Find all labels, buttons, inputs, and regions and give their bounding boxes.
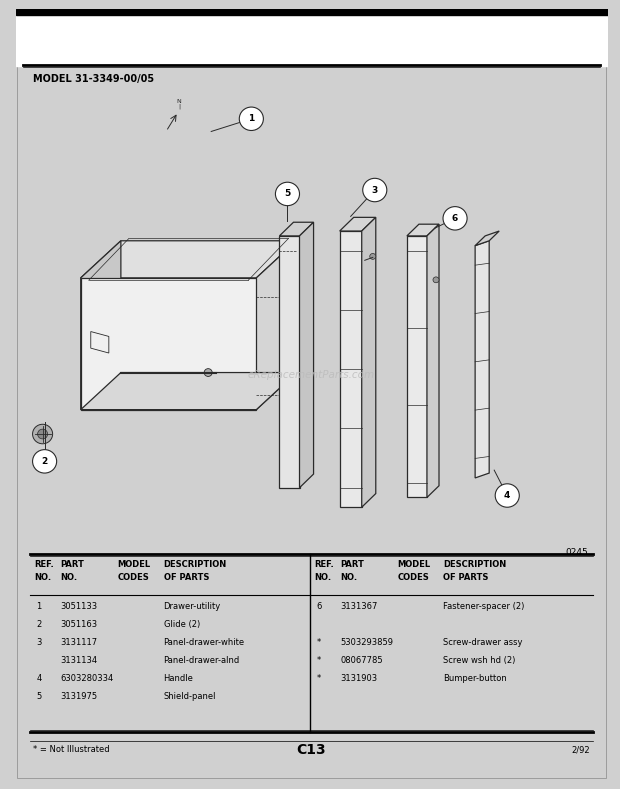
Polygon shape	[475, 231, 499, 245]
Text: CODES: CODES	[397, 573, 429, 581]
Text: NO.: NO.	[35, 573, 51, 581]
Polygon shape	[280, 222, 314, 236]
Text: *: *	[316, 638, 321, 647]
Text: 3131367: 3131367	[340, 602, 378, 611]
Text: 2: 2	[42, 457, 48, 466]
Text: REF.: REF.	[35, 560, 55, 569]
Text: Drawer-utility: Drawer-utility	[164, 602, 221, 611]
Bar	[16, 9, 608, 15]
Text: 3131134: 3131134	[60, 656, 97, 665]
Polygon shape	[81, 241, 121, 409]
Polygon shape	[407, 236, 427, 498]
Circle shape	[495, 484, 520, 507]
Text: Panel-drawer-white: Panel-drawer-white	[164, 638, 245, 647]
Text: PART: PART	[60, 560, 84, 569]
Circle shape	[33, 450, 56, 473]
Circle shape	[38, 429, 48, 439]
Polygon shape	[256, 241, 296, 409]
Text: CODES: CODES	[118, 573, 149, 581]
Text: 3131903: 3131903	[340, 674, 378, 683]
Text: PART: PART	[340, 560, 364, 569]
Text: DESCRIPTION: DESCRIPTION	[443, 560, 507, 569]
Text: *: *	[316, 656, 321, 665]
Text: RANGE - ELECTRIC: RANGE - ELECTRIC	[33, 45, 140, 54]
Text: 5: 5	[37, 692, 42, 701]
Text: MODEL 31-3349-00/05: MODEL 31-3349-00/05	[33, 74, 154, 84]
Circle shape	[33, 424, 53, 443]
Text: Screw-drawer assy: Screw-drawer assy	[443, 638, 523, 647]
Polygon shape	[280, 236, 299, 488]
Text: 5995219218: 5995219218	[524, 31, 596, 41]
Text: NO.: NO.	[340, 573, 357, 581]
Text: 6: 6	[316, 602, 322, 611]
Circle shape	[204, 368, 212, 376]
Polygon shape	[299, 222, 314, 488]
Text: REF.: REF.	[314, 560, 334, 569]
Polygon shape	[407, 224, 439, 236]
Text: *: *	[316, 674, 321, 683]
Text: N
|: N |	[177, 99, 182, 109]
Text: 08067785: 08067785	[340, 656, 383, 665]
Text: eReplacementParts.com: eReplacementParts.com	[248, 371, 375, 380]
Text: MODEL: MODEL	[397, 560, 431, 569]
Circle shape	[239, 107, 264, 130]
Text: 2/92: 2/92	[572, 746, 590, 754]
Text: 5303293859: 5303293859	[340, 638, 393, 647]
Polygon shape	[81, 241, 296, 278]
Text: Handle: Handle	[164, 674, 193, 683]
Text: DESCRIPTION: DESCRIPTION	[164, 560, 227, 569]
Text: FACTORY PARTS CATALOG: FACTORY PARTS CATALOG	[227, 31, 396, 44]
Text: NO.: NO.	[314, 573, 332, 581]
Circle shape	[443, 207, 467, 230]
Text: 3131117: 3131117	[60, 638, 97, 647]
Circle shape	[275, 182, 299, 206]
Text: Screw wsh hd (2): Screw wsh hd (2)	[443, 656, 516, 665]
Polygon shape	[340, 231, 361, 507]
Text: 2: 2	[37, 620, 42, 629]
Bar	[16, 15, 608, 66]
Text: * = Not Illustrated: * = Not Illustrated	[33, 746, 109, 754]
Polygon shape	[475, 241, 489, 478]
Text: TAPPAN: TAPPAN	[33, 31, 78, 41]
Text: 3051163: 3051163	[60, 620, 97, 629]
Text: OF PARTS: OF PARTS	[443, 573, 489, 581]
Text: Bumper-button: Bumper-button	[443, 674, 507, 683]
Text: C13: C13	[297, 743, 326, 757]
Text: Panel-drawer-alnd: Panel-drawer-alnd	[164, 656, 240, 665]
Text: 0245: 0245	[565, 548, 588, 557]
Text: 3051133: 3051133	[60, 602, 97, 611]
Text: 4: 4	[37, 674, 42, 683]
Text: Fastener-spacer (2): Fastener-spacer (2)	[443, 602, 525, 611]
Text: 6: 6	[452, 214, 458, 222]
Text: OF PARTS: OF PARTS	[164, 573, 209, 581]
Text: 3: 3	[37, 638, 42, 647]
Text: 3: 3	[371, 185, 378, 195]
Text: 6303280334: 6303280334	[60, 674, 113, 683]
Text: MODEL: MODEL	[118, 560, 151, 569]
Circle shape	[363, 178, 387, 202]
Text: 5: 5	[285, 189, 291, 198]
Text: Glide (2): Glide (2)	[164, 620, 200, 629]
Polygon shape	[81, 372, 296, 409]
Text: 4: 4	[504, 491, 510, 500]
Text: 1: 1	[248, 114, 254, 123]
Polygon shape	[361, 217, 376, 507]
Text: 1: 1	[37, 602, 42, 611]
Circle shape	[433, 277, 439, 282]
Text: Shield-panel: Shield-panel	[164, 692, 216, 701]
Circle shape	[370, 253, 376, 260]
Text: NO.: NO.	[60, 573, 78, 581]
Polygon shape	[340, 217, 376, 231]
Text: 3131975: 3131975	[60, 692, 97, 701]
Polygon shape	[427, 224, 439, 498]
Polygon shape	[81, 278, 256, 409]
